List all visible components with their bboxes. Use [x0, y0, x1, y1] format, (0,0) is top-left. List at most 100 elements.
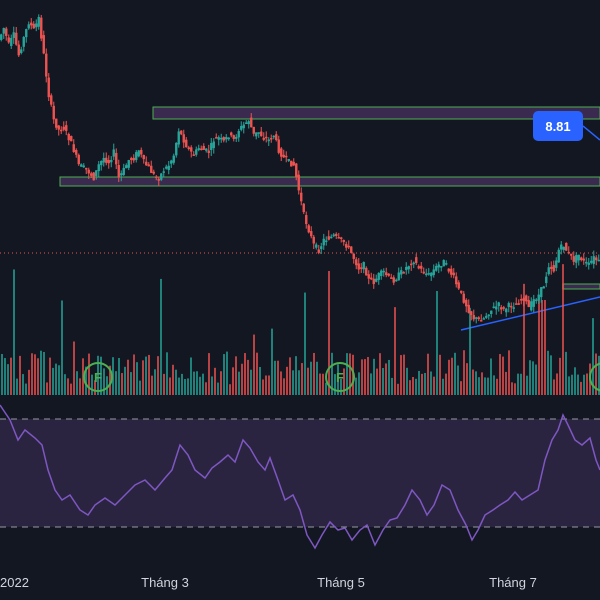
- volume-bar: [175, 369, 177, 395]
- volume-bar: [271, 328, 273, 395]
- event-marker-1[interactable]: F: [83, 362, 113, 392]
- trendline[interactable]: [460, 296, 600, 331]
- candle-body: [190, 147, 193, 152]
- volume-bar: [37, 358, 39, 395]
- volume-bar: [445, 373, 447, 395]
- candle-body: [547, 267, 550, 275]
- volume-bar: [397, 383, 399, 395]
- volume-bar: [430, 371, 432, 395]
- time-axis-label-thang-7: Tháng 7: [489, 575, 537, 590]
- volume-bar: [409, 380, 411, 395]
- volume-bar: [208, 353, 210, 395]
- candle-body: [562, 246, 565, 250]
- candle-body: [20, 49, 23, 54]
- volume-bar: [493, 375, 495, 395]
- support-zone[interactable]: [59, 176, 600, 187]
- candle-body: [195, 149, 198, 155]
- candle-body: [595, 257, 598, 261]
- candle-body: [85, 167, 88, 170]
- volume-bar: [220, 371, 222, 395]
- candle-body: [2, 28, 5, 34]
- volume-bar: [586, 373, 588, 395]
- candle-body: [307, 225, 310, 233]
- event-marker-3[interactable]: F: [589, 362, 600, 392]
- candle-body: [442, 260, 445, 267]
- candle-body: [535, 299, 538, 302]
- volume-bar: [106, 376, 108, 395]
- volume-bar: [358, 372, 360, 395]
- candle-body: [160, 173, 163, 180]
- candle-body: [342, 239, 345, 243]
- candle-body: [52, 105, 55, 120]
- volume-bar: [190, 357, 192, 395]
- volume-bar: [322, 373, 324, 395]
- small-zone[interactable]: [562, 283, 600, 290]
- volume-bar: [568, 376, 570, 395]
- volume-bar: [262, 379, 264, 395]
- volume-bar: [238, 371, 240, 395]
- candle-body: [452, 272, 455, 276]
- volume-bar: [373, 358, 375, 395]
- candle-body: [345, 244, 348, 248]
- volume-bar: [94, 380, 96, 395]
- volume-bar: [211, 376, 213, 395]
- candle-body: [155, 176, 158, 178]
- candle-body: [247, 121, 250, 125]
- time-axis-label-thang-5: Tháng 5: [317, 575, 365, 590]
- candle-body: [272, 135, 275, 138]
- candle-body: [252, 126, 255, 134]
- volume-bar: [235, 356, 237, 395]
- candle-body: [30, 22, 33, 26]
- candle-body: [262, 137, 265, 140]
- candle-body: [92, 172, 95, 181]
- volume-bar: [514, 383, 516, 395]
- candle-body: [277, 139, 280, 153]
- candle-body: [360, 267, 363, 269]
- volume-bar: [343, 368, 345, 395]
- candle-body: [220, 137, 223, 140]
- candle-body: [135, 152, 138, 160]
- candle-body: [587, 262, 590, 265]
- volume-bar: [370, 373, 372, 395]
- candle-body: [97, 164, 100, 172]
- volume-bar: [205, 382, 207, 395]
- event-marker-2-label: F: [336, 370, 344, 385]
- candle-body: [335, 233, 338, 237]
- candle-body: [230, 132, 233, 136]
- candle-body: [560, 244, 563, 250]
- event-marker-1-label: F: [94, 370, 102, 385]
- candle-body: [45, 53, 48, 77]
- volume-bar: [97, 355, 99, 395]
- volume-bar: [145, 356, 147, 395]
- event-marker-2[interactable]: F: [325, 362, 355, 392]
- candle-body: [175, 142, 178, 156]
- price-tag-value: 8.81: [545, 119, 570, 134]
- candle-body: [137, 150, 140, 157]
- volume-bar: [289, 357, 291, 395]
- candle-body: [300, 192, 303, 202]
- candle-body: [242, 124, 245, 129]
- volume-bar: [64, 374, 66, 395]
- candle-body: [180, 130, 183, 135]
- volume-bar: [547, 350, 549, 395]
- volume-bar: [391, 377, 393, 395]
- volume-bar: [16, 378, 18, 395]
- resistance-zone[interactable]: [152, 106, 600, 120]
- volume-bar: [163, 373, 165, 395]
- candle-body: [235, 136, 238, 139]
- candle-body: [435, 266, 438, 271]
- volume-bar: [244, 353, 246, 395]
- candle-body: [555, 260, 558, 268]
- candle-body: [50, 95, 53, 105]
- volume-bar: [448, 359, 450, 395]
- price-tag[interactable]: 8.81: [533, 111, 583, 141]
- time-axis-label-2022: 2022: [0, 575, 29, 590]
- candle-body: [260, 131, 263, 137]
- volume-bar: [337, 364, 339, 395]
- candle-body: [437, 264, 440, 268]
- candle-body: [380, 270, 383, 277]
- candle-body: [27, 24, 30, 29]
- volume-bar: [367, 356, 369, 395]
- candle-body: [165, 166, 168, 169]
